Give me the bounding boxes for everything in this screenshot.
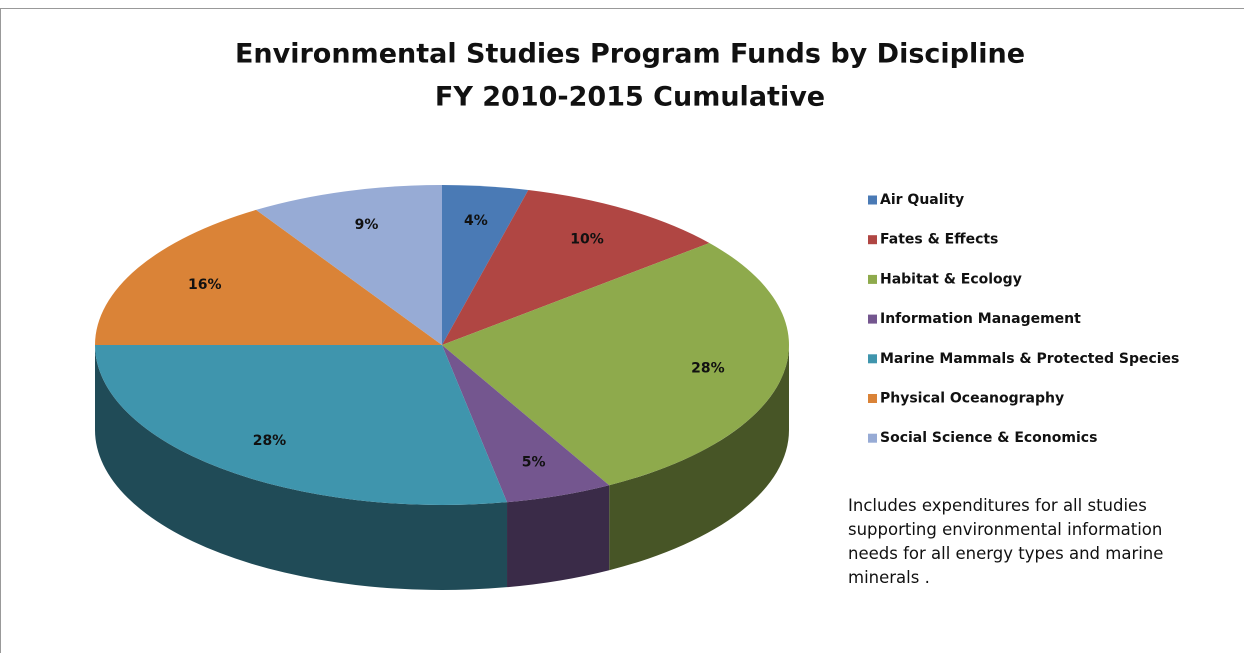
legend-label: Social Science & Economics (880, 430, 1097, 446)
slice-side (609, 345, 789, 571)
slice (442, 185, 529, 345)
chart-title: Environmental Studies Program Funds by D… (235, 39, 1025, 70)
data-label: 10% (570, 232, 604, 248)
data-label: 16% (188, 277, 222, 293)
slice (442, 345, 610, 503)
legend-swatch (868, 195, 877, 205)
legend-swatch (868, 394, 877, 403)
data-label: 4% (464, 213, 488, 229)
slice (442, 243, 789, 486)
slice-side (507, 485, 610, 588)
legend-swatch (868, 354, 877, 364)
slice (95, 209, 442, 345)
legend-label: Habitat & Ecology (880, 271, 1022, 287)
legend-label: Physical Oceanography (880, 391, 1064, 407)
slice (442, 190, 710, 345)
data-label: 9% (355, 217, 379, 233)
legend-swatch (868, 235, 877, 245)
legend-swatch (868, 314, 877, 324)
legend-label: Air Quality (880, 192, 964, 208)
slice (256, 185, 442, 345)
data-label: 5% (522, 454, 546, 470)
annotation: Includes expenditures for all studies su… (848, 496, 1164, 587)
slice (95, 345, 508, 505)
legend-label: Fates & Effects (880, 232, 998, 248)
legend-swatch (868, 274, 877, 284)
legend-swatch (868, 433, 877, 443)
frame (0, 8, 1244, 653)
chart-subtitle: FY 2010-2015 Cumulative (435, 82, 825, 113)
legend-label: Information Management (880, 311, 1081, 327)
data-label: 28% (691, 360, 725, 376)
slice-side (95, 345, 508, 591)
legend-label: Marine Mammals & Protected Species (880, 351, 1179, 367)
data-label: 28% (253, 433, 287, 449)
